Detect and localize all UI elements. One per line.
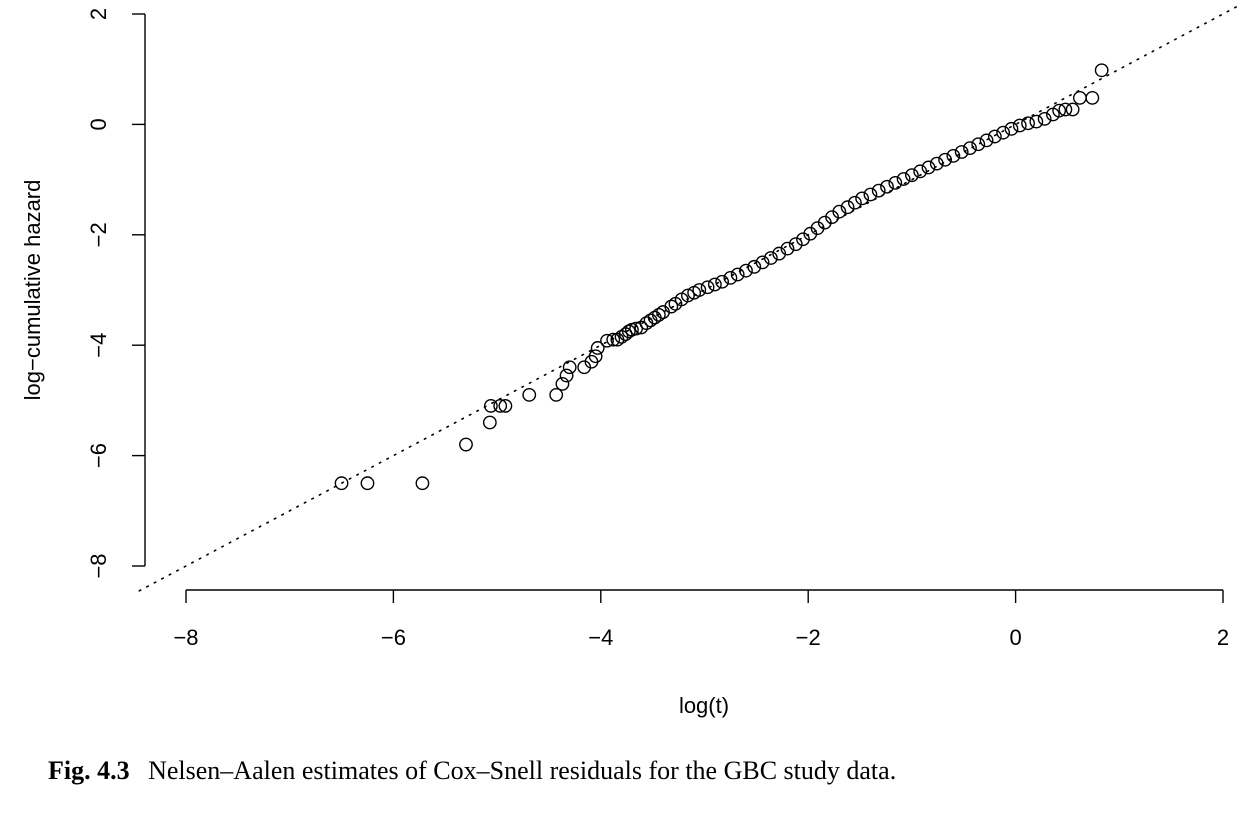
y-tick-label: −4 [86,333,111,358]
data-point [905,168,919,183]
y-axis-title: log−cumulative hazard [20,180,45,401]
x-tick-label: 0 [1009,625,1021,650]
caption-text: Nelsen–Aalen estimates of Cox–Snell resi… [148,756,897,785]
data-point [634,320,649,335]
data-point [929,156,944,171]
data-point [629,321,643,336]
data-point [840,200,855,215]
figure-label: Fig. 4.3 [48,756,130,785]
data-point [1052,103,1067,118]
y-tick-label: −6 [86,443,111,468]
data-point [863,187,878,202]
data-point [763,251,778,265]
data-point [590,341,605,355]
data-point [938,152,952,167]
data-point [871,183,886,198]
chart-plot: −8 −6 −4 −2 0 2 −8 −6 −4 −2 0 2 log(t) log−cumulat… [20,4,1240,718]
y-tick-label: −8 [86,553,111,578]
data-point [415,476,430,491]
data-point [1094,63,1109,78]
data-point [1072,91,1087,105]
x-tick-label: −2 [796,625,821,650]
data-point [493,399,508,413]
data-point [664,299,679,314]
data-point [888,176,903,190]
data-point [954,145,969,159]
data-point [606,332,621,347]
data-point [707,277,722,292]
data-point [692,283,707,297]
data-point [1021,116,1035,131]
data-point [700,280,715,295]
data-point [996,125,1011,140]
data-point [334,476,349,491]
data-point [715,274,730,289]
data-point [621,324,636,339]
data-point [971,137,986,152]
data-point [855,191,870,206]
data-point [832,204,847,219]
data-point [963,141,977,156]
data-point [681,288,695,303]
data-point [772,246,787,261]
data-point [651,307,666,322]
data-point [522,387,537,402]
data-point [946,148,961,163]
data-point [1065,102,1080,117]
x-tick-label: −8 [173,625,198,650]
reference-line [138,4,1240,592]
reference-line-group [138,4,1240,592]
data-point [555,376,570,391]
x-tick-label: −4 [588,625,613,650]
data-point [979,133,994,148]
x-axis-title: log(t) [679,693,729,718]
data-point [913,164,928,179]
data-point [483,399,498,413]
data-point [559,368,574,383]
data-point [896,172,911,186]
data-point [600,333,614,348]
data-point [847,195,862,210]
data-point [1058,102,1073,117]
data-point [498,399,513,413]
data-point [730,267,745,282]
data-point [562,360,577,375]
data-point [1004,121,1019,136]
data-point [588,349,603,364]
data-points [334,63,1109,491]
data-point [360,476,375,491]
x-tick-label: 2 [1217,625,1229,650]
data-point [755,255,770,270]
data-point [921,160,936,175]
data-point [780,241,795,256]
x-axis-ticks: −8 −6 −4 −2 0 2 [173,590,1229,650]
data-point [1085,91,1100,105]
data-point [987,129,1002,144]
data-point [747,259,762,274]
data-point [549,387,564,402]
y-axis-ticks: −8 −6 −4 −2 0 2 [86,8,145,579]
data-point [739,263,753,278]
data-point [1037,111,1052,126]
data-point [788,237,803,252]
y-tick-label: 0 [86,118,111,130]
data-point [1012,118,1027,133]
figure-caption: Fig. 4.3 Nelsen–Aalen estimates of Cox–S… [48,756,1228,786]
data-point [723,270,738,285]
y-tick-label: 2 [86,8,111,20]
y-tick-label: −2 [86,222,111,247]
x-tick-label: −6 [381,625,406,650]
data-point [880,179,894,194]
data-point [1029,114,1044,129]
data-point [482,415,497,430]
data-point [459,437,473,452]
